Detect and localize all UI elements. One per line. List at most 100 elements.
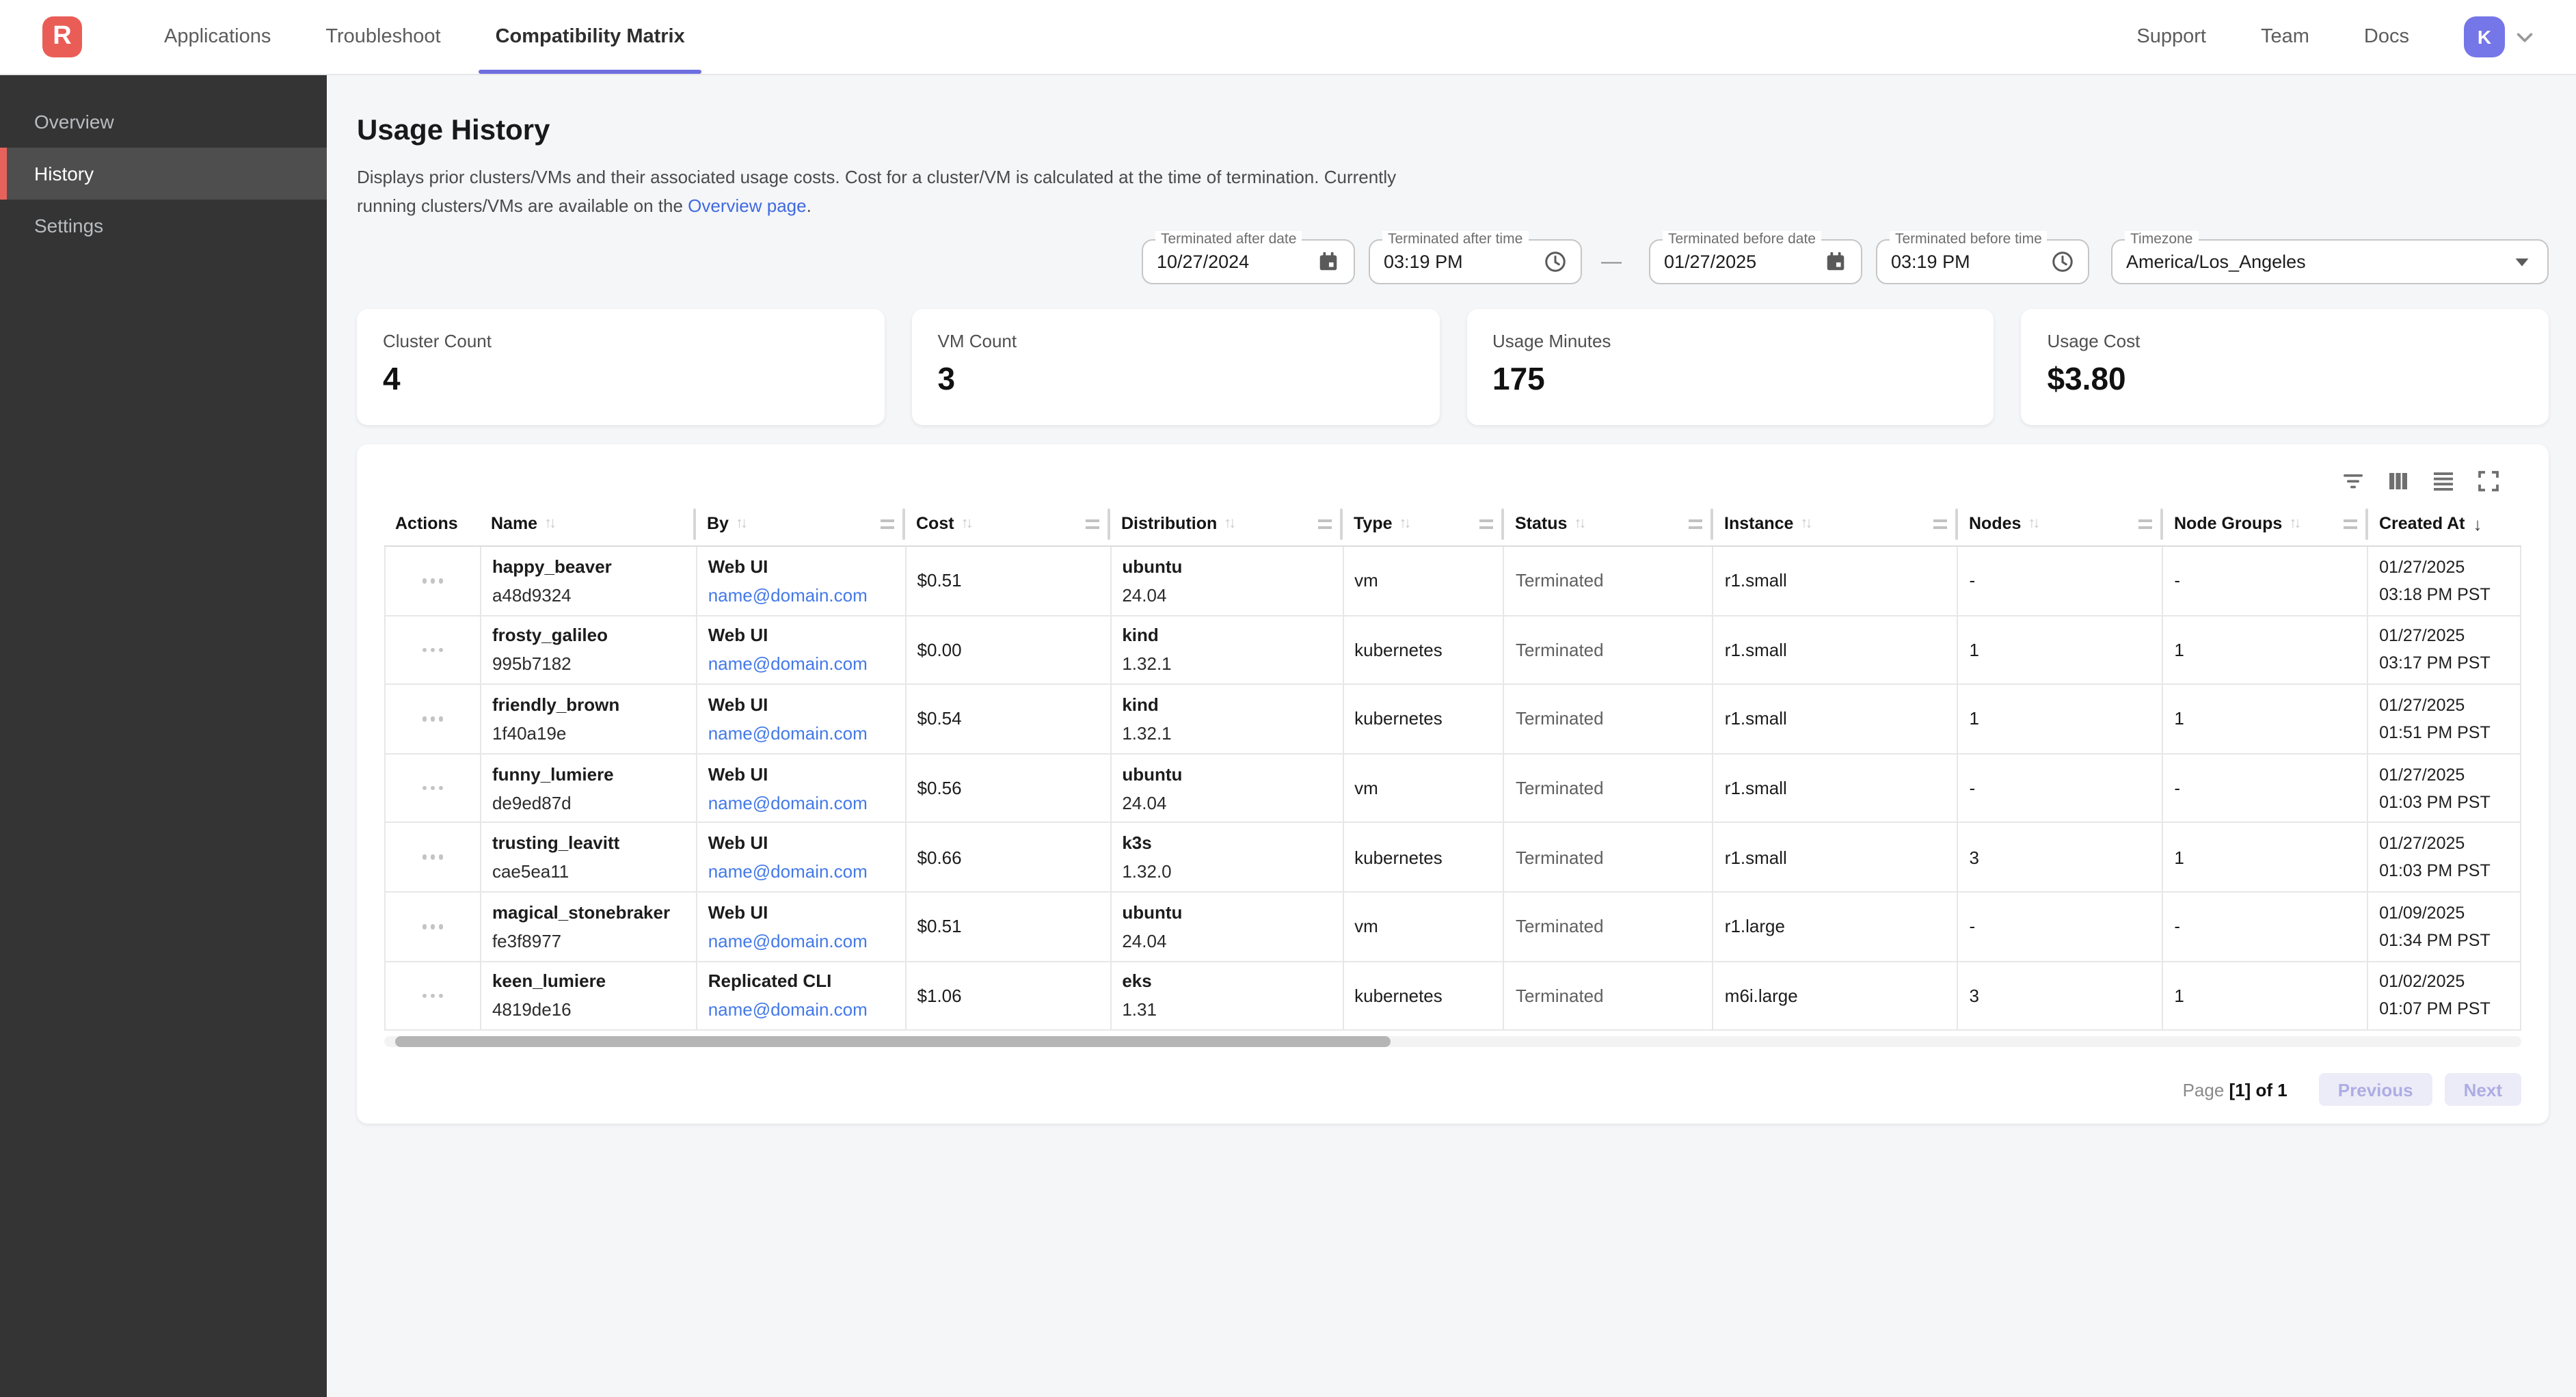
overview-page-link[interactable]: Overview page — [688, 195, 807, 217]
row-actions-menu-icon[interactable] — [422, 647, 444, 653]
sidebar-item-settings[interactable]: Settings — [34, 215, 104, 236]
replicated-logo-icon[interactable]: R — [42, 16, 82, 57]
sidebar-item-overview[interactable]: Overview — [34, 111, 114, 133]
cell-name: keen_lumiere 4819de16 — [481, 962, 697, 1030]
by-email-link[interactable]: name@domain.com — [708, 722, 868, 744]
sort-icon[interactable]: ↑↓ — [1224, 515, 1236, 532]
row-actions-menu-icon[interactable] — [422, 785, 444, 791]
column-drag-handle-icon[interactable] — [2138, 519, 2152, 529]
nav-tab-compatibility-matrix[interactable]: Compatibility Matrix — [468, 0, 712, 74]
column-drag-handle-icon[interactable] — [1086, 519, 1099, 529]
calendar-icon[interactable] — [1317, 250, 1340, 273]
row-actions-menu-icon[interactable] — [422, 854, 444, 860]
column-header-by[interactable]: By ↑↓ — [696, 502, 905, 545]
cell-status: Terminated — [1505, 685, 1714, 753]
name-secondary: 1f40a19e — [492, 722, 567, 744]
by-source: Replicated CLI — [708, 971, 832, 992]
by-email-link[interactable]: name@domain.com — [708, 999, 868, 1020]
nav-tab-troubleshoot[interactable]: Troubleshoot — [325, 26, 441, 48]
nav-tab-applications[interactable]: Applications — [164, 26, 271, 48]
instance-text: m6i.large — [1724, 985, 1798, 1006]
cell-nodes: - — [1959, 547, 2164, 615]
column-header-cost[interactable]: Cost ↑↓ — [905, 502, 1110, 545]
by-email-link[interactable]: name@domain.com — [708, 653, 868, 675]
horizontal-scrollbar-thumb[interactable] — [395, 1036, 1391, 1048]
filter-terminated-before-date[interactable]: Terminated before date 01/27/2025 — [1649, 231, 1862, 284]
filter-value[interactable]: 01/27/2025 — [1664, 252, 1757, 272]
stat-label: Cluster Count — [383, 331, 492, 351]
column-header-created[interactable]: Created At ↓ — [2368, 502, 2521, 545]
sort-desc-icon[interactable]: ↓ — [2473, 513, 2482, 534]
clock-icon[interactable] — [2051, 250, 2074, 273]
columns-icon[interactable] — [2385, 467, 2412, 495]
cell-by: Web UI name@domain.com — [697, 892, 907, 961]
clock-icon[interactable] — [1544, 250, 1567, 273]
row-actions-menu-icon[interactable] — [422, 716, 444, 722]
column-drag-handle-icon[interactable] — [1933, 519, 1947, 529]
column-header-status[interactable]: Status ↑↓ — [1504, 502, 1713, 545]
column-header-nodes[interactable]: Nodes ↑↓ — [1958, 502, 2163, 545]
type-text: kubernetes — [1354, 847, 1443, 868]
column-separator[interactable] — [693, 508, 696, 540]
filter-terminated-before-time[interactable]: Terminated before time 03:19 PM — [1876, 231, 2089, 284]
column-drag-handle-icon[interactable] — [881, 519, 894, 529]
sort-icon[interactable]: ↑↓ — [2289, 515, 2301, 532]
filter-value[interactable]: 10/27/2024 — [1157, 252, 1250, 272]
sort-icon[interactable]: ↑↓ — [2028, 515, 2040, 532]
filter-value[interactable]: 03:19 PM — [1891, 252, 1970, 272]
row-actions-menu-icon[interactable] — [422, 924, 444, 930]
column-separator[interactable] — [1955, 508, 1958, 540]
filter-terminated-after-time[interactable]: Terminated after time 03:19 PM — [1369, 231, 1582, 284]
column-separator[interactable] — [1710, 508, 1713, 540]
filter-value[interactable]: America/Los_Angeles — [2126, 252, 2306, 272]
column-separator[interactable] — [902, 508, 905, 540]
column-header-node_groups[interactable]: Node Groups ↑↓ — [2163, 502, 2368, 545]
density-icon[interactable] — [2430, 467, 2457, 495]
row-actions-menu-icon[interactable] — [422, 578, 444, 584]
cost-text: $0.00 — [917, 639, 962, 660]
sort-icon[interactable]: ↑↓ — [1574, 515, 1586, 532]
avatar[interactable]: K — [2464, 16, 2505, 57]
sort-icon[interactable]: ↑↓ — [961, 515, 974, 532]
stat-value: $3.80 — [2047, 361, 2126, 396]
column-separator[interactable] — [1340, 508, 1343, 540]
by-email-link[interactable]: name@domain.com — [708, 861, 868, 882]
horizontal-scrollbar-track[interactable] — [384, 1036, 2521, 1048]
column-separator[interactable] — [1501, 508, 1504, 540]
chevron-down-icon[interactable] — [2514, 27, 2535, 47]
column-drag-handle-icon[interactable] — [2344, 519, 2357, 529]
column-separator[interactable] — [2160, 508, 2163, 540]
sort-icon[interactable]: ↑↓ — [735, 515, 748, 532]
column-header-name[interactable]: Name ↑↓ — [480, 502, 696, 545]
previous-page-button[interactable]: Previous — [2318, 1073, 2432, 1106]
column-separator[interactable] — [1108, 508, 1110, 540]
sort-icon[interactable]: ↑↓ — [544, 515, 556, 532]
filter-timezone[interactable]: Timezone America/Los_Angeles — [2111, 231, 2549, 284]
column-header-type[interactable]: Type ↑↓ — [1343, 502, 1504, 545]
nav-link-docs[interactable]: Docs — [2363, 26, 2409, 48]
column-drag-handle-icon[interactable] — [1479, 519, 1493, 529]
sidebar-item-history[interactable]: History — [0, 148, 327, 200]
row-actions-menu-icon[interactable] — [422, 993, 444, 999]
calendar-icon[interactable] — [1824, 250, 1847, 273]
by-email-link[interactable]: name@domain.com — [708, 584, 868, 606]
nav-link-support[interactable]: Support — [2136, 26, 2206, 48]
column-separator[interactable] — [2365, 508, 2368, 540]
filter-value[interactable]: 03:19 PM — [1384, 252, 1463, 272]
by-email-link[interactable]: name@domain.com — [708, 792, 868, 813]
sort-icon[interactable]: ↑↓ — [1399, 515, 1412, 532]
nav-link-team[interactable]: Team — [2260, 26, 2309, 48]
user-menu[interactable]: K — [2464, 16, 2535, 57]
sort-icon[interactable]: ↑↓ — [1800, 515, 1812, 532]
cell-created: 01/02/2025 01:07 PM PST — [2368, 962, 2522, 1030]
dropdown-arrow-icon[interactable] — [2510, 250, 2534, 273]
column-drag-handle-icon[interactable] — [1689, 519, 1702, 529]
next-page-button[interactable]: Next — [2444, 1073, 2521, 1106]
fullscreen-icon[interactable] — [2475, 467, 2502, 495]
column-header-distribution[interactable]: Distribution ↑↓ — [1110, 502, 1343, 545]
column-header-instance[interactable]: Instance ↑↓ — [1713, 502, 1958, 545]
by-email-link[interactable]: name@domain.com — [708, 930, 868, 951]
column-drag-handle-icon[interactable] — [1318, 519, 1332, 529]
filter-icon[interactable] — [2339, 467, 2367, 495]
filter-terminated-after-date[interactable]: Terminated after date 10/27/2024 — [1142, 231, 1355, 284]
